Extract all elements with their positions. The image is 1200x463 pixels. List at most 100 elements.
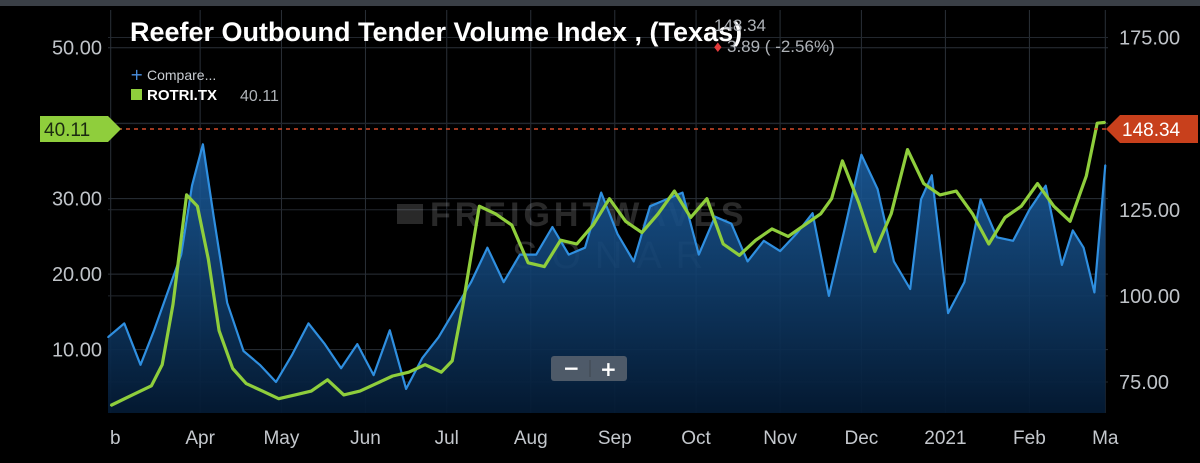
- data-point-rotri-tx: [738, 254, 741, 257]
- watermark-logo-icon: [397, 204, 423, 224]
- data-point-tender-volume: [730, 222, 733, 225]
- data-point-tender-volume: [191, 184, 193, 187]
- data-point-tender-volume: [920, 198, 922, 201]
- right-tick-label: 75.00: [1119, 372, 1169, 394]
- data-point-rotri-tx: [131, 394, 134, 396]
- left-tick-label: 10.00: [52, 340, 102, 362]
- data-point-tender-volume: [828, 295, 830, 297]
- data-point-rotri-tx: [857, 201, 860, 204]
- data-point-tender-volume: [340, 367, 342, 370]
- right-tag-label: 148.34: [1122, 120, 1181, 141]
- data-point-tender-volume: [519, 253, 521, 256]
- left-value-tag: 40.11: [40, 116, 121, 142]
- data-point-rotri-tx: [624, 220, 627, 223]
- plus-zoom-icon: +: [600, 357, 617, 381]
- left-tick-label: 50.00: [52, 38, 102, 60]
- data-point-tender-volume: [779, 250, 781, 252]
- data-point-rotri-tx: [440, 371, 443, 374]
- header-value: 148.34: [714, 16, 766, 35]
- data-point-tender-volume: [153, 329, 155, 332]
- data-point-tender-volume: [931, 174, 933, 177]
- right-tick-label: 100.00: [1119, 286, 1180, 308]
- data-point-rotri-tx: [657, 212, 659, 215]
- x-tick-label: May: [263, 428, 299, 449]
- data-point-tender-volume: [258, 363, 261, 366]
- data-point-tender-volume: [996, 236, 998, 239]
- plus-icon[interactable]: +: [130, 65, 143, 84]
- data-point-tender-volume: [1104, 164, 1107, 166]
- data-point-rotri-tx: [462, 303, 464, 306]
- x-tick-label: Jun: [350, 428, 381, 449]
- data-point-tender-volume: [963, 281, 966, 283]
- data-point-tender-volume: [632, 260, 635, 263]
- data-point-rotri-tx: [955, 190, 958, 192]
- data-point-tender-volume: [291, 353, 294, 356]
- data-point-tender-volume: [437, 336, 440, 339]
- data-point-rotri-tx: [196, 205, 199, 208]
- data-point-tender-volume: [600, 191, 603, 194]
- data-point-rotri-tx: [161, 363, 164, 366]
- data-point-tender-volume: [324, 343, 326, 345]
- data-point-rotri-tx: [424, 363, 426, 366]
- data-point-tender-volume: [421, 357, 424, 359]
- data-point-tender-volume: [502, 281, 505, 283]
- data-point-tender-volume: [697, 253, 700, 256]
- data-point-rotri-tx: [830, 197, 833, 200]
- data-point-rotri-tx: [1104, 121, 1107, 124]
- data-point-rotri-tx: [310, 390, 313, 392]
- data-point-tender-volume: [681, 191, 684, 194]
- data-point-tender-volume: [947, 312, 949, 314]
- data-point-rotri-tx: [922, 182, 925, 185]
- data-point-tender-volume: [584, 246, 586, 249]
- data-point-rotri-tx: [185, 194, 188, 196]
- data-point-rotri-tx: [787, 235, 790, 238]
- data-point-tender-volume: [454, 308, 456, 311]
- data-point-tender-volume: [844, 226, 846, 228]
- data-point-rotri-tx: [326, 378, 329, 381]
- left-tag-label: 40.11: [44, 120, 90, 141]
- data-point-tender-volume: [372, 374, 375, 376]
- x-tick-label: Jul: [435, 428, 459, 449]
- chart-title: Reefer Outbound Tender Volume Index , (T…: [130, 17, 742, 47]
- x-tick-label: Aug: [514, 428, 548, 449]
- data-point-rotri-tx: [231, 367, 234, 370]
- x-tick-label: Apr: [185, 428, 215, 449]
- x-tick-label: Feb: [1013, 428, 1046, 449]
- data-point-rotri-tx: [673, 190, 676, 192]
- data-point-rotri-tx: [218, 329, 220, 332]
- data-point-rotri-tx: [408, 371, 410, 374]
- data-point-rotri-tx: [576, 243, 578, 245]
- data-point-rotri-tx: [359, 390, 361, 392]
- data-point-tender-volume: [567, 253, 570, 256]
- data-point-rotri-tx: [1036, 182, 1039, 185]
- data-point-rotri-tx: [771, 228, 773, 230]
- data-point-rotri-tx: [277, 397, 280, 400]
- data-point-tender-volume: [275, 381, 277, 383]
- data-point-tender-volume: [795, 233, 798, 235]
- data-point-tender-volume: [909, 288, 911, 290]
- data-point-tender-volume: [876, 188, 879, 190]
- data-point-rotri-tx: [1096, 122, 1098, 125]
- series-line-rotri-tx: [109, 120, 1106, 407]
- data-point-rotri-tx: [494, 212, 497, 215]
- data-point-tender-volume: [616, 233, 619, 235]
- data-point-rotri-tx: [1004, 216, 1006, 219]
- right-value-tag: 148.34: [1106, 115, 1198, 143]
- header-change: 3.89 ( -2.56%): [727, 37, 835, 56]
- data-point-rotri-tx: [451, 360, 453, 362]
- data-point-tender-volume: [1093, 291, 1096, 294]
- data-point-rotri-tx: [754, 239, 757, 241]
- data-point-rotri-tx: [172, 303, 174, 306]
- data-point-rotri-tx: [939, 194, 941, 196]
- data-point-rotri-tx: [559, 239, 562, 241]
- compare-link[interactable]: Compare...: [147, 67, 216, 83]
- data-point-rotri-tx: [391, 375, 394, 377]
- data-point-rotri-tx: [1085, 175, 1088, 177]
- data-point-tender-volume: [746, 260, 749, 263]
- right-tick-label: 175.00: [1119, 28, 1180, 50]
- data-point-tender-volume: [714, 215, 716, 218]
- data-point-rotri-tx: [803, 224, 806, 226]
- data-point-tender-volume: [202, 143, 204, 146]
- data-point-rotri-tx: [294, 394, 296, 396]
- data-point-tender-volume: [763, 239, 765, 242]
